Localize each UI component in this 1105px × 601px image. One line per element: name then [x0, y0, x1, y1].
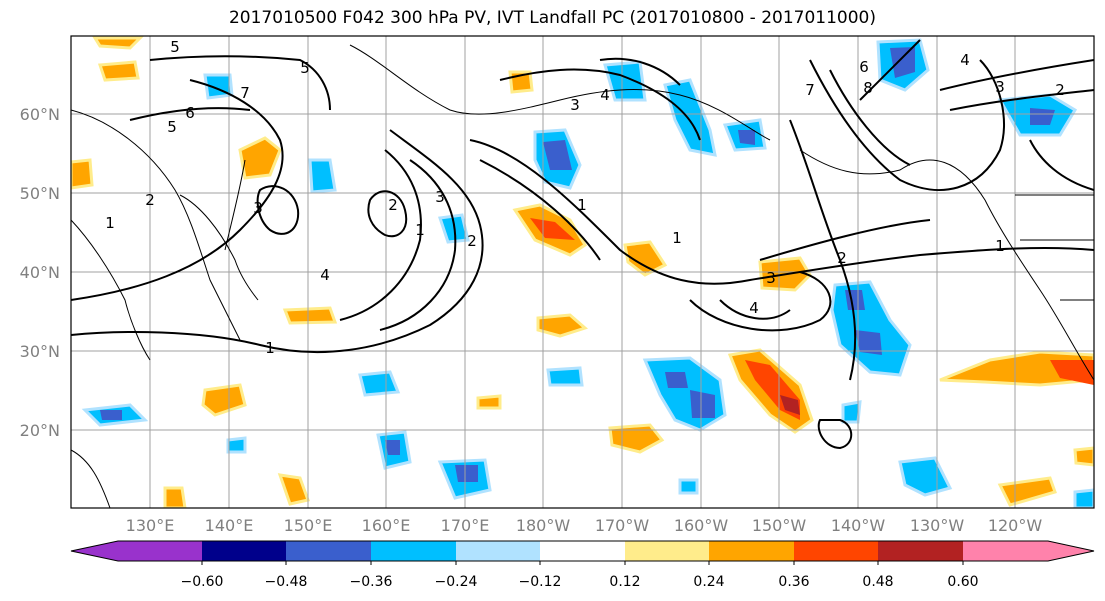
lon-label: 150°E: [284, 516, 333, 535]
colorbar-segment: [963, 541, 1048, 561]
contour-label: 3: [766, 269, 776, 287]
colorbar-segment: [202, 541, 286, 561]
contour-label: 2: [145, 191, 155, 209]
contour-label: 4: [960, 51, 970, 69]
contour-label: 3: [435, 188, 445, 206]
lon-label: 170°E: [441, 516, 490, 535]
lat-label: 60°N: [20, 105, 60, 124]
contour-label: 4: [320, 266, 330, 284]
contour-label: 4: [749, 299, 759, 317]
colorbar-extend-low: [71, 541, 118, 561]
contour-label: 2: [467, 232, 477, 250]
coastlines: [71, 44, 1094, 508]
lon-label: 150°W: [752, 516, 807, 535]
contour-label: 1: [995, 237, 1005, 255]
lat-label: 30°N: [20, 342, 60, 361]
contour-label: 2: [388, 196, 398, 214]
contour-label: 1: [105, 214, 115, 232]
latitude-labels: 60°N 50°N 40°N 30°N 20°N: [20, 105, 60, 440]
contour-label: 6: [185, 104, 195, 122]
colorbar-segment: [625, 541, 709, 561]
colorbar-segment: [118, 541, 202, 561]
colorbar-tick-label: −0.36: [350, 574, 393, 590]
longitude-labels: 130°E 140°E 150°E 160°E 170°E 180°W 170°…: [126, 516, 1043, 535]
contour-label: 5: [300, 59, 310, 77]
contour-label: 1: [265, 339, 275, 357]
lat-label: 50°N: [20, 184, 60, 203]
lon-label: 130°E: [126, 516, 175, 535]
colorbar-tick-label: −0.48: [265, 574, 308, 590]
contour-label: 5: [167, 118, 177, 136]
contour-label: 8: [863, 79, 873, 97]
lon-label: 140°W: [831, 516, 886, 535]
colorbar-tick-label: 0.24: [693, 574, 724, 590]
contour-label: 6: [859, 58, 869, 76]
contour-label: 1: [415, 221, 425, 239]
lon-label: 170°W: [595, 516, 650, 535]
colorbar-segment: [456, 541, 540, 561]
contour-label: 3: [253, 199, 263, 217]
contour-label: 7: [240, 84, 250, 102]
contour-label: 2: [837, 249, 847, 267]
colorbar-segment: [794, 541, 878, 561]
lon-label: 160°W: [674, 516, 729, 535]
colorbar-tick-label: 0.36: [778, 574, 809, 590]
colorbar: [70, 540, 1095, 565]
contour-label: 3: [995, 78, 1005, 96]
colorbar-tick-label: −0.12: [519, 574, 562, 590]
colorbar-segment: [540, 541, 625, 561]
contour-label: 5: [170, 38, 180, 56]
lon-label: 120°W: [988, 516, 1043, 535]
map-title: 2017010500 F042 300 hPa PV, IVT Landfall…: [228, 8, 876, 28]
colorbar-tick-label: −0.60: [181, 574, 224, 590]
colorbar-extend-high: [1048, 541, 1094, 561]
contour-label: 1: [672, 229, 682, 247]
colorbar-tick-labels: −0.60 −0.48 −0.36 −0.24 −0.12 0.12 0.24 …: [181, 574, 979, 590]
contour-label: 4: [600, 86, 610, 104]
negative-shading: [81, 38, 1094, 508]
contour-label: 1: [577, 196, 587, 214]
lon-label: 160°E: [362, 516, 411, 535]
pv-contours: [71, 39, 1094, 450]
colorbar-segment: [286, 541, 371, 561]
colorbar-tick-label: 0.60: [947, 574, 978, 590]
colorbar-tick-label: 0.48: [862, 574, 893, 590]
colorbar-segment: [709, 541, 794, 561]
colorbar-segment: [878, 541, 963, 561]
colorbar-tick-label: 0.12: [609, 574, 640, 590]
lon-label: 130°W: [910, 516, 965, 535]
lat-label: 20°N: [20, 421, 60, 440]
lon-label: 140°E: [205, 516, 254, 535]
plot-frame: [70, 35, 1095, 509]
contour-label: 7: [805, 81, 815, 99]
colorbar-segment: [371, 541, 456, 561]
contour-label: 3: [570, 96, 580, 114]
lat-label: 40°N: [20, 263, 60, 282]
lon-label: 180°W: [516, 516, 571, 535]
colorbar-outline: [70, 540, 1095, 562]
contour-label: 2: [1055, 81, 1065, 99]
colorbar-tick-label: −0.24: [435, 574, 478, 590]
